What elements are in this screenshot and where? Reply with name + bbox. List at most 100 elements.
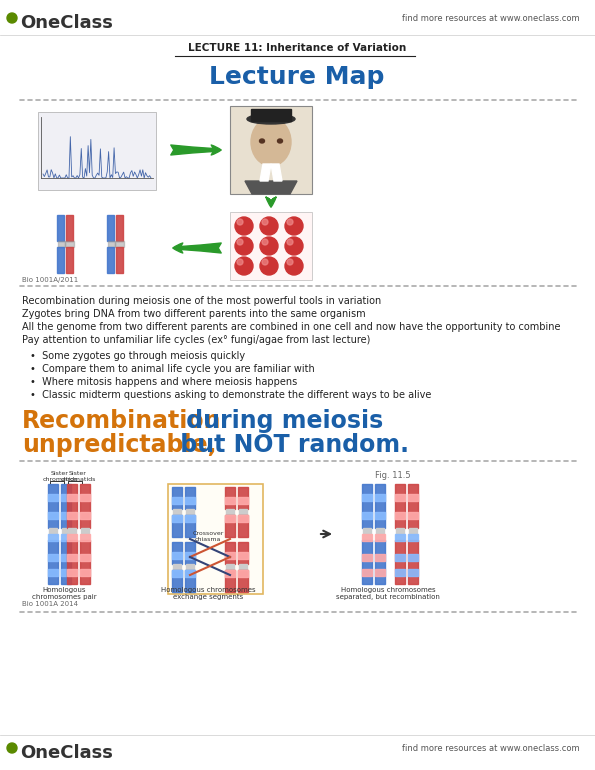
Polygon shape	[80, 494, 90, 501]
Polygon shape	[67, 554, 77, 561]
Polygon shape	[61, 494, 71, 501]
Polygon shape	[185, 570, 195, 577]
Polygon shape	[362, 569, 372, 576]
Polygon shape	[185, 552, 195, 559]
Ellipse shape	[237, 239, 243, 245]
Polygon shape	[81, 528, 89, 540]
Polygon shape	[362, 512, 372, 519]
Polygon shape	[225, 570, 235, 577]
Polygon shape	[172, 552, 182, 559]
Text: Lecture Map: Lecture Map	[209, 65, 385, 89]
Polygon shape	[238, 570, 248, 592]
Polygon shape	[408, 569, 418, 576]
Polygon shape	[107, 215, 114, 240]
Text: Bio 1001A 2014: Bio 1001A 2014	[22, 601, 78, 607]
Ellipse shape	[262, 219, 268, 225]
Polygon shape	[408, 534, 418, 541]
Text: Zygotes bring DNA from two different parents into the same organism: Zygotes bring DNA from two different par…	[22, 309, 365, 319]
Text: Recombination during meiosis one of the most powerful tools in variation: Recombination during meiosis one of the …	[22, 296, 381, 306]
Polygon shape	[107, 247, 114, 273]
Ellipse shape	[262, 239, 268, 245]
Text: LECTURE 11: Inheritance of Variation: LECTURE 11: Inheritance of Variation	[188, 43, 406, 53]
Polygon shape	[185, 497, 195, 504]
Polygon shape	[238, 542, 248, 564]
Polygon shape	[362, 484, 372, 528]
Polygon shape	[61, 512, 71, 519]
Ellipse shape	[260, 217, 278, 235]
Polygon shape	[173, 509, 181, 515]
Text: unpredictable,: unpredictable,	[22, 433, 217, 457]
Polygon shape	[238, 497, 248, 504]
Polygon shape	[173, 564, 181, 570]
Polygon shape	[226, 509, 234, 515]
Polygon shape	[185, 542, 195, 564]
Polygon shape	[271, 164, 282, 181]
Ellipse shape	[251, 118, 291, 166]
Polygon shape	[57, 247, 64, 273]
Polygon shape	[172, 497, 182, 504]
Polygon shape	[172, 570, 182, 592]
Polygon shape	[116, 247, 123, 273]
Polygon shape	[376, 528, 384, 540]
Polygon shape	[375, 554, 385, 561]
Polygon shape	[239, 564, 247, 570]
Text: Sister
chromatids: Sister chromatids	[42, 471, 78, 482]
Polygon shape	[48, 512, 58, 519]
Circle shape	[7, 13, 17, 23]
Polygon shape	[80, 484, 90, 528]
Polygon shape	[375, 484, 385, 528]
Polygon shape	[80, 554, 90, 561]
Polygon shape	[238, 570, 248, 577]
Polygon shape	[172, 542, 182, 564]
Polygon shape	[67, 534, 77, 541]
Bar	[38, 112, 156, 190]
Polygon shape	[225, 515, 235, 537]
Text: Pay attention to unfamiliar life cycles (ex° fungi/agae from last lecture): Pay attention to unfamiliar life cycles …	[22, 335, 370, 345]
Polygon shape	[65, 240, 74, 247]
Polygon shape	[61, 554, 71, 561]
Polygon shape	[80, 569, 90, 576]
Text: Homologous
chromosomes pair: Homologous chromosomes pair	[32, 587, 96, 601]
Polygon shape	[409, 528, 417, 540]
Polygon shape	[225, 497, 235, 504]
Text: Bio 1001A/2011: Bio 1001A/2011	[22, 277, 79, 283]
Polygon shape	[225, 552, 235, 559]
Polygon shape	[225, 487, 235, 509]
Polygon shape	[225, 515, 235, 522]
Text: All the genome from two different parents are combined in one cell and now have : All the genome from two different parent…	[22, 322, 560, 332]
Polygon shape	[185, 515, 195, 522]
Polygon shape	[116, 215, 123, 240]
Polygon shape	[408, 540, 418, 584]
Polygon shape	[238, 515, 248, 522]
Polygon shape	[62, 528, 70, 540]
Polygon shape	[172, 515, 182, 522]
Text: Crossover
chiasma: Crossover chiasma	[192, 531, 224, 542]
Polygon shape	[186, 564, 194, 570]
Polygon shape	[408, 494, 418, 501]
Polygon shape	[226, 564, 234, 570]
Polygon shape	[375, 540, 385, 584]
Polygon shape	[362, 540, 372, 584]
Polygon shape	[67, 484, 77, 528]
Ellipse shape	[287, 259, 293, 265]
Polygon shape	[225, 542, 235, 564]
Polygon shape	[61, 484, 71, 528]
Ellipse shape	[235, 257, 253, 275]
Polygon shape	[185, 487, 195, 509]
Polygon shape	[185, 570, 195, 592]
Polygon shape	[48, 494, 58, 501]
Polygon shape	[375, 534, 385, 541]
Bar	[251, 109, 291, 121]
Ellipse shape	[237, 219, 243, 225]
Polygon shape	[48, 534, 58, 541]
Text: •  Compare them to animal life cycle you are familiar with: • Compare them to animal life cycle you …	[30, 364, 315, 374]
Polygon shape	[80, 512, 90, 519]
Polygon shape	[245, 181, 297, 194]
Polygon shape	[108, 240, 115, 247]
Polygon shape	[66, 215, 73, 240]
Polygon shape	[115, 240, 124, 247]
Polygon shape	[67, 569, 77, 576]
Polygon shape	[362, 534, 372, 541]
Bar	[168, 484, 263, 594]
Polygon shape	[80, 534, 90, 541]
